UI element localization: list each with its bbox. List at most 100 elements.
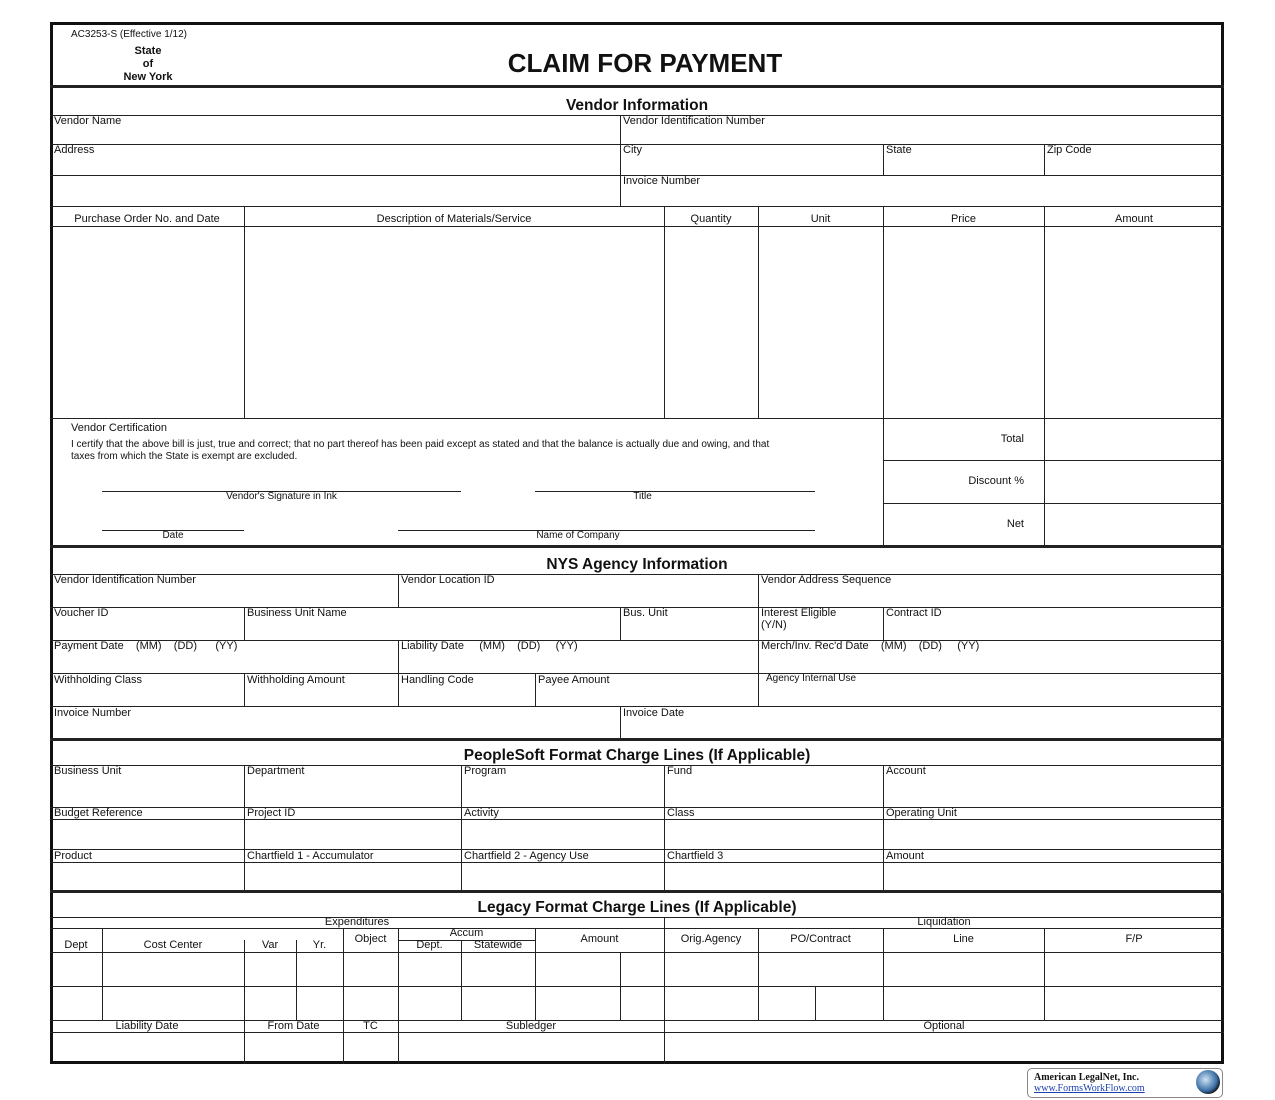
optional-header: Optional <box>923 1020 965 1032</box>
rule-line <box>883 503 1224 504</box>
peoplesoft-field[interactable]: Product <box>54 850 92 862</box>
rule-line <box>244 673 245 706</box>
rule-line <box>461 765 462 891</box>
orig-agency-header: Orig.Agency <box>680 933 742 945</box>
column-header: Quantity <box>690 213 732 225</box>
city-field[interactable]: City <box>623 144 642 156</box>
section-title-legacy: Legacy Format Charge Lines (If Applicabl… <box>477 899 797 916</box>
yr-header: Yr. <box>312 939 327 951</box>
peoplesoft-field[interactable]: Account <box>886 765 926 777</box>
vendor-address-seq-field[interactable]: Vendor Address Sequence <box>761 574 892 586</box>
rule-line <box>343 928 344 1064</box>
discount-label: Discount % <box>968 475 1024 487</box>
payment-date-field[interactable]: Payment Date (MM) (DD) (YY) <box>54 640 238 652</box>
rule-line <box>883 144 884 175</box>
rule-line <box>883 607 884 640</box>
peoplesoft-field[interactable]: Class <box>667 807 695 819</box>
subledger-header: Subledger <box>505 1020 557 1032</box>
agency-invoice-number-field[interactable]: Invoice Number <box>54 707 132 719</box>
rule-line <box>758 206 759 418</box>
peoplesoft-field[interactable]: Project ID <box>247 807 296 819</box>
net-label: Net <box>1006 518 1024 530</box>
withholding-amount-field[interactable]: Withholding Amount <box>247 674 345 686</box>
rule-line <box>50 952 1224 953</box>
peoplesoft-field[interactable]: Amount <box>886 850 924 862</box>
peoplesoft-field[interactable]: Department <box>247 765 305 777</box>
globe-icon <box>1196 1070 1220 1094</box>
rule-line <box>50 175 1224 176</box>
rule-line <box>758 673 759 706</box>
agency-vendor-id-field[interactable]: Vendor Identification Number <box>54 574 196 586</box>
page-title: CLAIM FOR PAYMENT <box>507 48 783 78</box>
rule-line <box>50 819 1224 820</box>
accum-dept-header: Dept. <box>416 939 443 951</box>
contract-id-field[interactable]: Contract ID <box>886 607 942 619</box>
agency-internal-use-field[interactable]: Agency Internal Use <box>766 673 857 684</box>
zip-field[interactable]: Zip Code <box>1047 144 1092 156</box>
rule-line <box>758 928 759 1020</box>
rule-line <box>244 765 245 891</box>
rule-line <box>50 1020 1224 1021</box>
rule-line <box>50 738 1224 741</box>
peoplesoft-field[interactable]: Activity <box>464 807 499 819</box>
tc-header: TC <box>363 1020 378 1032</box>
title-label: Title <box>633 491 652 502</box>
rule-line <box>758 607 759 640</box>
accum-header: Accum <box>449 927 484 939</box>
total-label: Total <box>1000 433 1024 445</box>
rule-line <box>535 928 536 1020</box>
peoplesoft-field[interactable]: Chartfield 3 <box>667 850 724 862</box>
rule-line <box>50 765 1224 766</box>
rule-line <box>50 706 1224 707</box>
rule-line <box>50 862 1224 863</box>
logo-url[interactable]: www.FormsWorkFlow.com <box>1034 1083 1145 1094</box>
address-field[interactable]: Address <box>54 144 95 156</box>
form-code: AC3253-S (Effective 1/12) <box>71 29 187 40</box>
rule-line <box>883 928 884 1020</box>
column-header: Price <box>950 213 977 225</box>
merch-date-field[interactable]: Merch/Inv. Rec'd Date (MM) (DD) (YY) <box>761 640 980 652</box>
rule-line <box>398 673 399 706</box>
po-contract-header: PO/Contract <box>790 933 851 945</box>
from-date-header: From Date <box>267 1020 320 1032</box>
state-field[interactable]: State <box>886 144 912 156</box>
rule-line <box>398 640 399 673</box>
handling-code-field[interactable]: Handling Code <box>401 674 474 686</box>
invoice-number-field[interactable]: Invoice Number <box>623 175 701 187</box>
bus-unit-field[interactable]: Bus. Unit <box>623 607 668 619</box>
expenditures-label: Expenditures <box>324 916 390 928</box>
peoplesoft-field[interactable]: Operating Unit <box>886 807 957 819</box>
peoplesoft-field[interactable]: Chartfield 2 - Agency Use <box>464 850 589 862</box>
vendor-name-field[interactable]: Vendor Name <box>54 115 122 127</box>
payee-amount-field[interactable]: Payee Amount <box>538 674 610 686</box>
certification-text: I certify that the above bill is just, t… <box>71 439 770 462</box>
peoplesoft-field[interactable]: Budget Reference <box>54 807 143 819</box>
interest-eligible-field[interactable]: Interest Eligible <box>761 607 837 619</box>
certification-heading: Vendor Certification <box>71 422 167 434</box>
rule-line <box>50 226 1224 227</box>
company-label: Name of Company <box>536 530 620 541</box>
rule-line <box>1044 928 1045 1020</box>
rule-line <box>50 115 1224 116</box>
rule-line <box>296 940 297 1020</box>
rule-line <box>50 85 1224 88</box>
liability-date-field[interactable]: Liability Date (MM) (DD) (YY) <box>401 640 578 652</box>
rule-line <box>398 574 399 607</box>
peoplesoft-field[interactable]: Program <box>464 765 507 777</box>
business-unit-name-field[interactable]: Business Unit Name <box>247 607 347 619</box>
peoplesoft-field[interactable]: Chartfield 1 - Accumulator <box>247 850 374 862</box>
vendor-id-field[interactable]: Vendor Identification Number <box>623 115 765 127</box>
rule-line <box>50 849 1224 850</box>
rule-line <box>535 491 815 492</box>
american-legalnet-logo[interactable]: American LegalNet, Inc. www.FormsWorkFlo… <box>1027 1068 1223 1098</box>
interest-yn-label: (Y/N) <box>761 619 787 631</box>
peoplesoft-field[interactable]: Fund <box>667 765 693 777</box>
withholding-class-field[interactable]: Withholding Class <box>54 674 143 686</box>
date-label: Date <box>162 530 184 541</box>
rule-line <box>50 640 1224 641</box>
rule-line <box>244 940 245 1064</box>
invoice-date-field[interactable]: Invoice Date <box>623 707 685 719</box>
peoplesoft-field[interactable]: Business Unit <box>54 765 122 777</box>
voucher-id-field[interactable]: Voucher ID <box>54 607 109 619</box>
vendor-location-field[interactable]: Vendor Location ID <box>401 574 495 586</box>
